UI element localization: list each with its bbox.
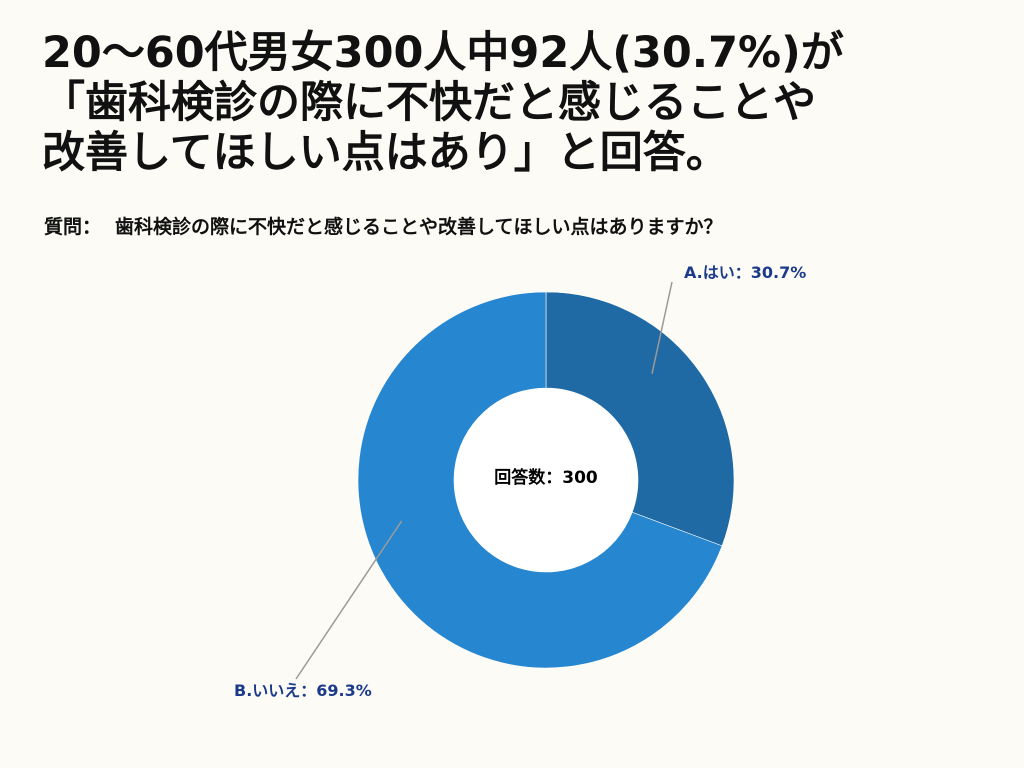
page-title: 20〜60代男女300人中92人(30.7%)が 「歯科検診の際に不快だと感じる… — [42, 28, 1002, 178]
question: 質問： 歯科検診の際に不快だと感じることや改善してほしい点はありますか？ — [44, 214, 1004, 240]
title-line-2: 「歯科検診の際に不快だと感じることや — [42, 78, 816, 128]
slice-label-yes: A.はい：30.7% — [684, 263, 806, 282]
leader-line-no — [295, 520, 403, 680]
leader-line-yes — [651, 281, 673, 374]
slice-label-no: B.いいえ：69.3% — [234, 681, 372, 700]
question-text: 歯科検診の際に不快だと感じることや改善してほしい点はありますか？ — [115, 216, 723, 238]
title-line-3: 改善してほしい点はあり」と回答。 — [42, 128, 729, 178]
center-label: 回答数：300 — [494, 467, 598, 488]
donut-hole — [454, 388, 638, 572]
title-line-1: 20〜60代男女300人中92人(30.7%)が — [42, 28, 844, 78]
question-prefix: 質問： — [44, 216, 102, 238]
